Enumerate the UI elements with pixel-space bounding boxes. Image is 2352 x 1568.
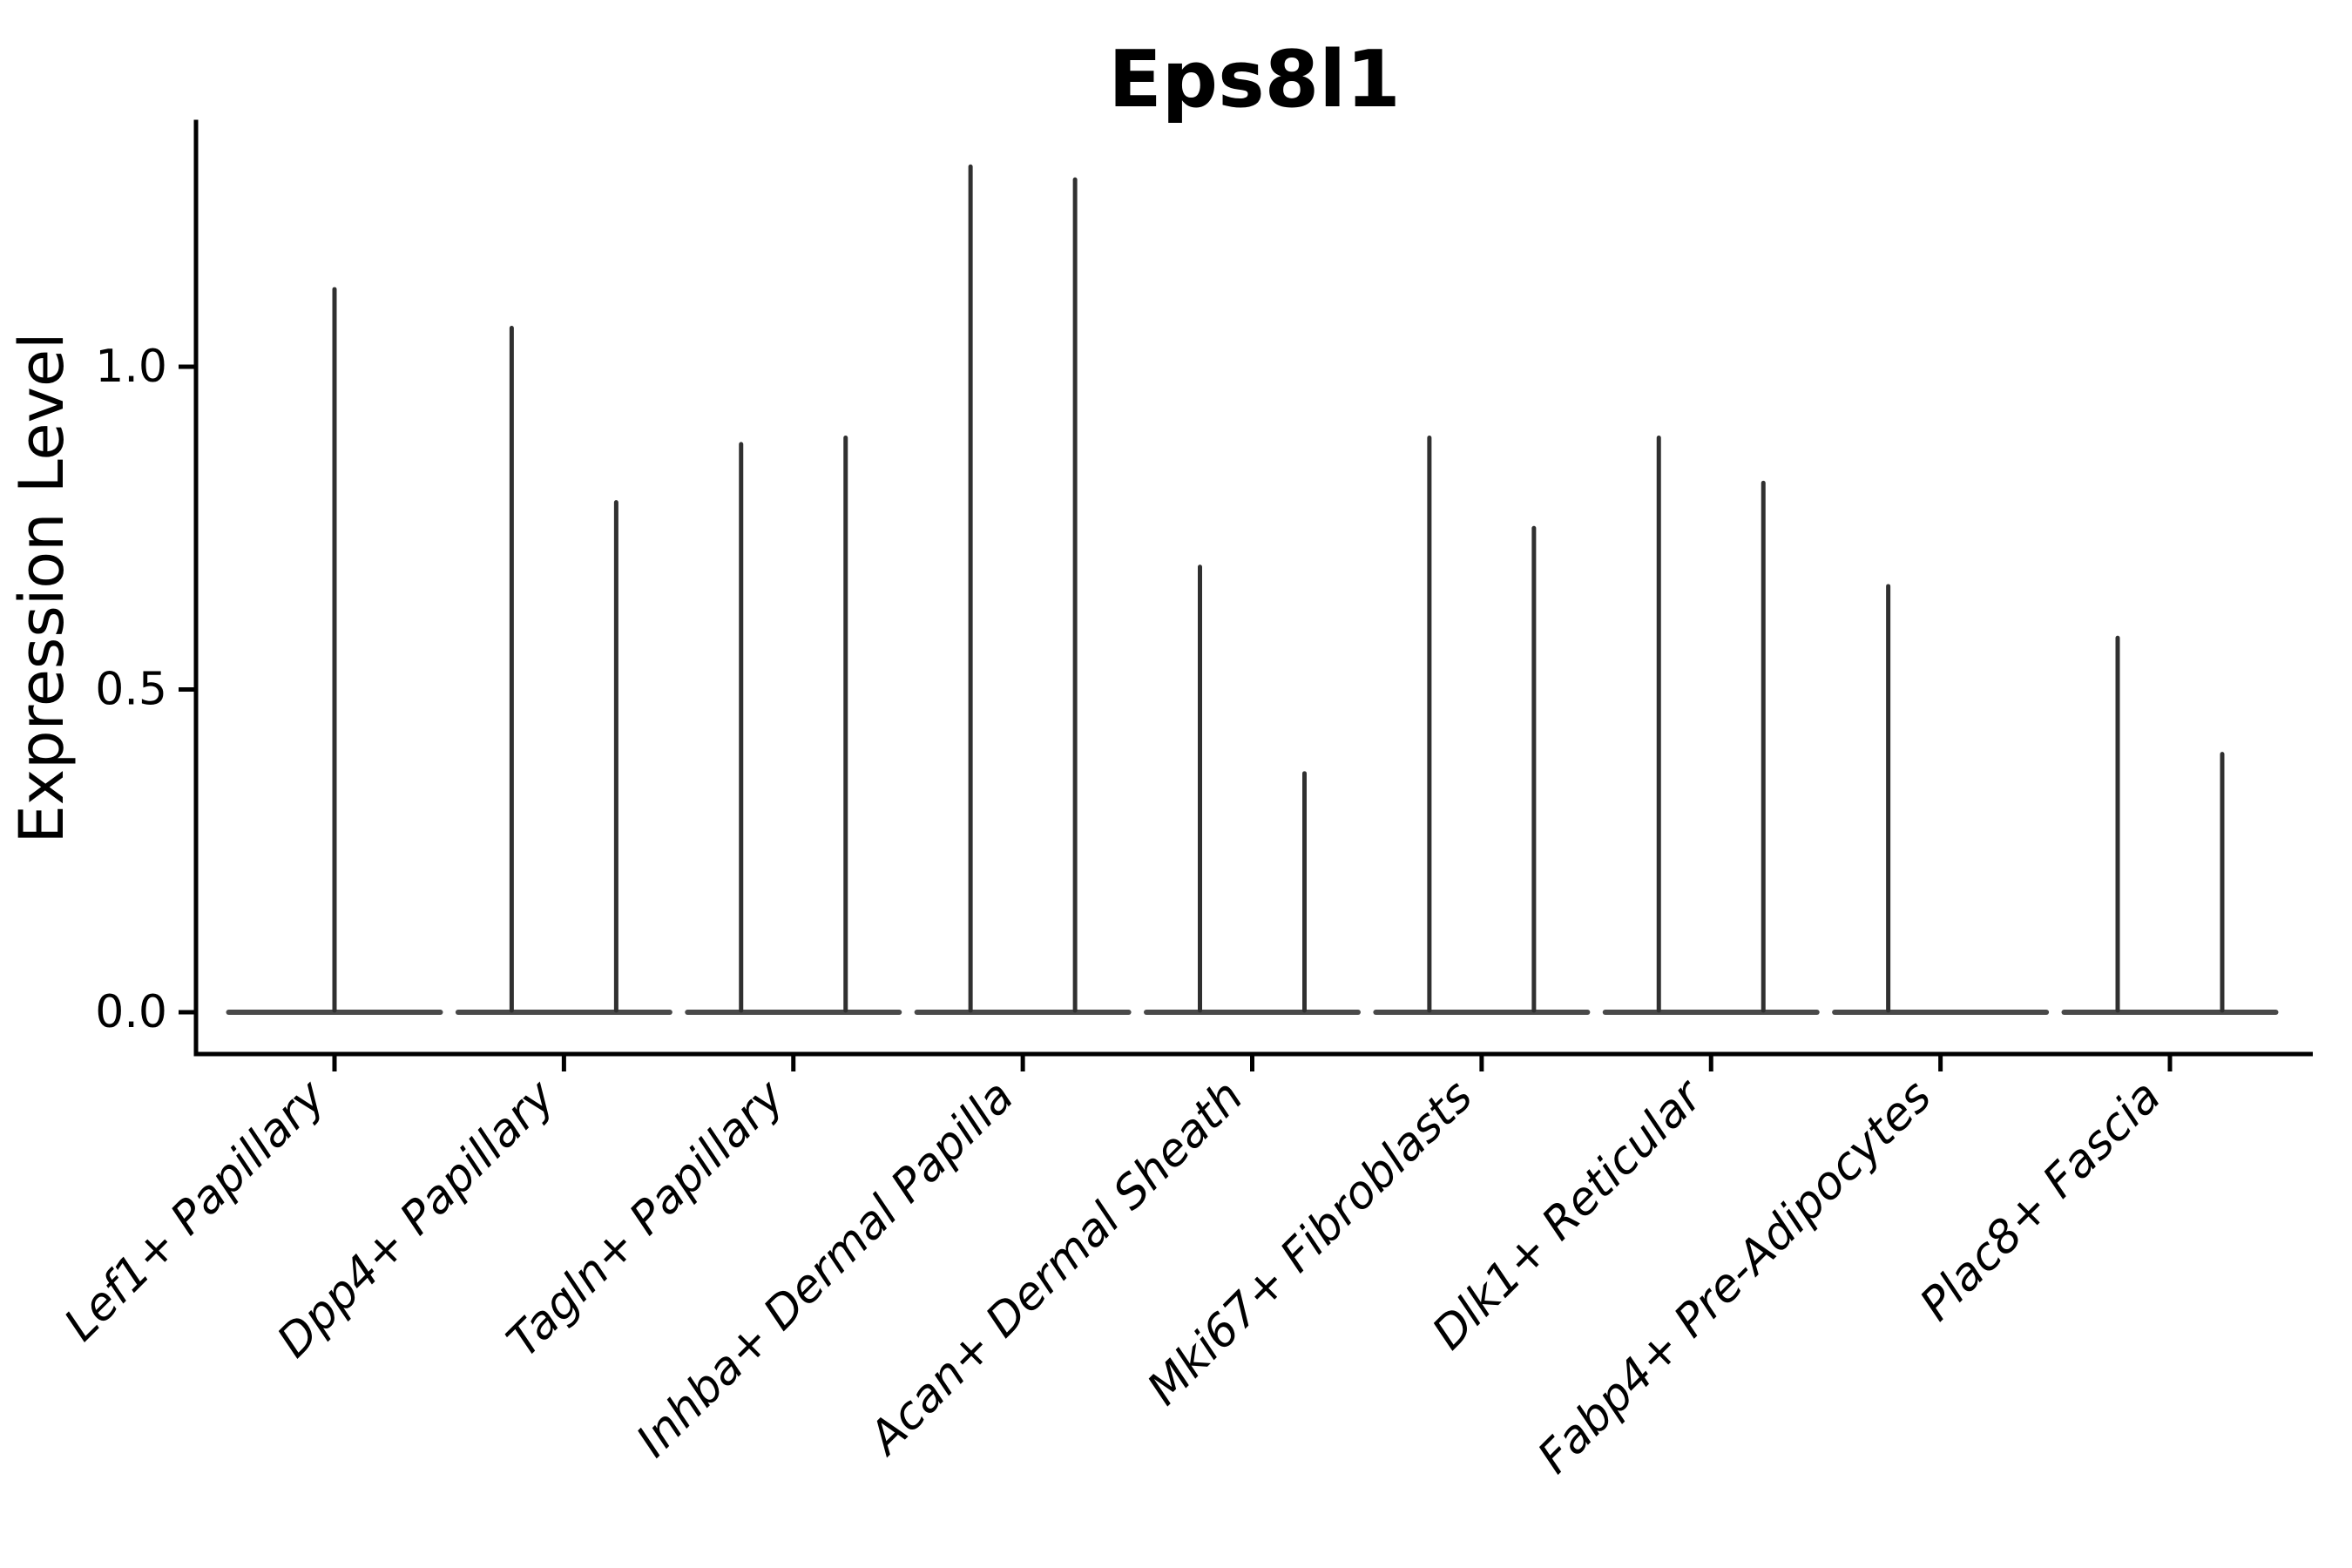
- x-tick-label: Fabp4+ Pre-Adipocytes: [1528, 1071, 1942, 1484]
- y-tick-label: 0.0: [95, 986, 167, 1038]
- x-tick-label: Acan+ Dermal Sheath: [858, 1071, 1254, 1466]
- violin-layer: [226, 164, 2279, 1015]
- y-tick-label: 1.0: [95, 341, 167, 393]
- y-axis-label: Expression Level: [6, 332, 78, 843]
- x-tick-label: Plac8+ Fascia: [1910, 1071, 2171, 1331]
- y-tick-label: 0.5: [95, 664, 167, 716]
- x-tick-label: Inhba+ Dermal Papilla: [627, 1071, 1024, 1468]
- plot-title: Eps8l1: [1108, 34, 1401, 125]
